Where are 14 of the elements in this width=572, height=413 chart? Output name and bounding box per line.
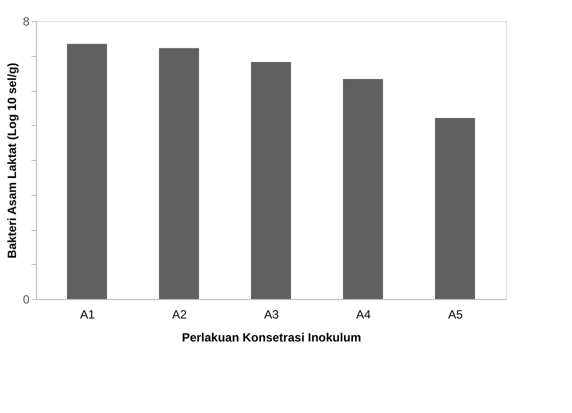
y-tick-label: 0: [22, 292, 30, 306]
x-tick-label: A4: [356, 308, 372, 322]
y-axis-title: Bakteri Asam Laktat (Log 10 sel/g): [4, 62, 19, 258]
y-tick-label: 8: [22, 14, 30, 28]
bar: [435, 118, 475, 299]
x-axis-title: Perlakuan Konsetrasi Inokulum: [182, 330, 362, 344]
x-tick-label: A3: [264, 308, 280, 322]
x-tick-label: A2: [172, 308, 188, 322]
bar: [159, 48, 199, 299]
bar: [251, 62, 291, 299]
bar: [343, 79, 383, 299]
bar: [67, 44, 107, 299]
x-tick-label: A1: [80, 308, 96, 322]
x-tick-label: A5: [448, 308, 464, 322]
